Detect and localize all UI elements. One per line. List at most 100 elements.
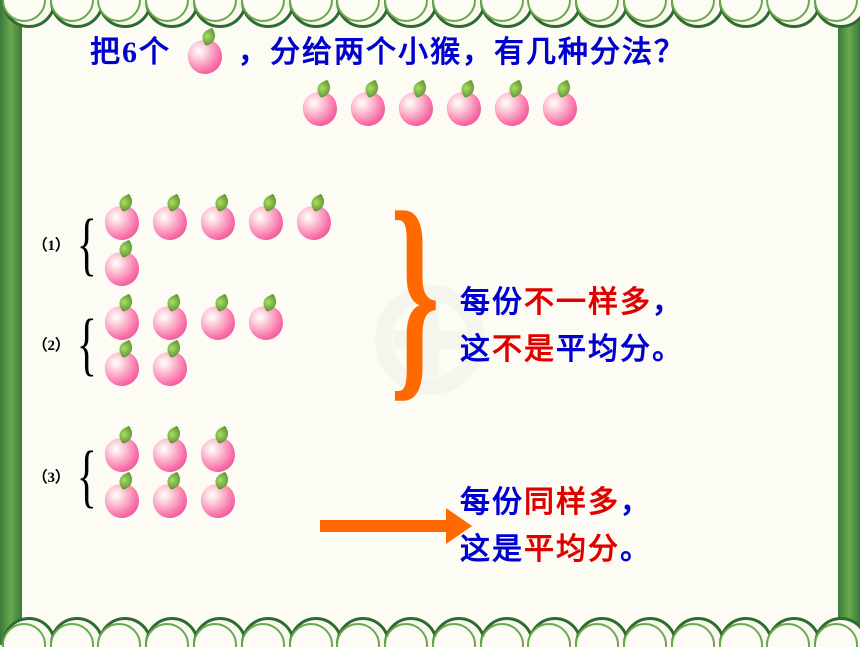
peach-line bbox=[98, 344, 290, 390]
arch-icon bbox=[621, 617, 669, 647]
note-unequal: 每份不一样多， 这不是平均分。 bbox=[460, 280, 684, 373]
peach-icon bbox=[245, 200, 287, 242]
note-equal: 每份同样多， 这是平均分。 bbox=[460, 480, 652, 573]
text: 这是 bbox=[460, 533, 524, 566]
question-post: ，分给两个小猴，有几种分法？ bbox=[238, 36, 686, 69]
peach-group bbox=[98, 198, 338, 290]
peach-icon bbox=[101, 478, 143, 520]
cases-block: （1） { （2） { （3） { bbox=[20, 190, 338, 530]
arch-icon bbox=[765, 0, 813, 28]
arch-icon bbox=[717, 0, 765, 28]
arch-icon bbox=[143, 0, 191, 28]
case-label: （1） bbox=[30, 234, 70, 255]
arch-icon bbox=[382, 0, 430, 28]
arch-icon bbox=[621, 0, 669, 28]
text: ， bbox=[652, 286, 684, 319]
peach-line bbox=[98, 430, 242, 476]
arch-icon bbox=[48, 617, 96, 647]
peach-icon bbox=[101, 346, 143, 388]
peach-icon bbox=[197, 478, 239, 520]
text: 不是 bbox=[492, 333, 556, 366]
case-label: （2） bbox=[30, 334, 70, 355]
question-text: 把6个 ，分给两个小猴，有几种分法？ bbox=[90, 30, 820, 78]
arch-icon bbox=[191, 0, 239, 28]
arrow-icon bbox=[320, 520, 450, 532]
arch-icon bbox=[526, 0, 574, 28]
arch-icon bbox=[287, 0, 335, 28]
text: 平均分 bbox=[524, 533, 620, 566]
peach-line bbox=[98, 298, 290, 344]
arch-icon bbox=[765, 617, 813, 647]
peach-group bbox=[98, 430, 242, 522]
arch-icon bbox=[287, 617, 335, 647]
peach-icon bbox=[197, 432, 239, 474]
peach-icon bbox=[347, 86, 389, 128]
text: 不一样多 bbox=[524, 286, 652, 319]
peach-icon bbox=[101, 246, 143, 288]
arch-icon bbox=[573, 0, 621, 28]
arch-icon bbox=[143, 617, 191, 647]
top-peach-row bbox=[60, 84, 820, 130]
peach-line bbox=[98, 244, 338, 290]
top-scallop bbox=[0, 0, 860, 28]
peach-icon bbox=[149, 200, 191, 242]
bottom-scallop bbox=[0, 617, 860, 647]
peach-group bbox=[98, 298, 290, 390]
arch-icon bbox=[191, 617, 239, 647]
peach-line bbox=[98, 476, 242, 522]
peach-icon bbox=[491, 86, 533, 128]
case-label: （3） bbox=[30, 466, 70, 487]
arch-icon bbox=[239, 617, 287, 647]
arch-icon bbox=[669, 617, 717, 647]
arch-icon bbox=[526, 617, 574, 647]
arch-icon bbox=[334, 617, 382, 647]
arch-icon bbox=[430, 0, 478, 28]
arch-icon bbox=[382, 617, 430, 647]
arch-icon bbox=[812, 617, 860, 647]
arch-icon bbox=[96, 0, 144, 28]
arch-icon bbox=[717, 617, 765, 647]
arch-icon bbox=[0, 617, 48, 647]
peach-icon bbox=[184, 34, 226, 76]
text: ， bbox=[620, 486, 652, 519]
text: 每份 bbox=[460, 286, 524, 319]
arch-icon bbox=[0, 0, 48, 28]
arch-icon bbox=[96, 617, 144, 647]
right-border bbox=[838, 0, 860, 645]
arch-icon bbox=[334, 0, 382, 28]
peach-icon bbox=[149, 478, 191, 520]
question-pre: 把6个 bbox=[90, 36, 171, 69]
big-brace-icon: } bbox=[390, 195, 440, 391]
content: 把6个 ，分给两个小猴，有几种分法？ bbox=[40, 30, 820, 140]
brace-icon: { bbox=[77, 445, 97, 508]
peach-icon bbox=[101, 200, 143, 242]
text: 平均分。 bbox=[556, 333, 684, 366]
peach-icon bbox=[149, 432, 191, 474]
arch-icon bbox=[48, 0, 96, 28]
arch-icon bbox=[430, 617, 478, 647]
peach-icon bbox=[197, 200, 239, 242]
left-border bbox=[0, 0, 22, 645]
text: 。 bbox=[620, 533, 652, 566]
peach-icon bbox=[245, 300, 287, 342]
arch-icon bbox=[812, 0, 860, 28]
peach-line bbox=[98, 198, 338, 244]
arch-icon bbox=[478, 0, 526, 28]
arch-icon bbox=[478, 617, 526, 647]
brace-icon: { bbox=[77, 313, 97, 376]
text: 这 bbox=[460, 333, 492, 366]
arch-icon bbox=[669, 0, 717, 28]
arch-icon bbox=[573, 617, 621, 647]
brace-icon: { bbox=[77, 213, 97, 276]
case: （2） { bbox=[30, 298, 338, 390]
peach-icon bbox=[293, 200, 335, 242]
peach-icon bbox=[149, 300, 191, 342]
peach-icon bbox=[149, 346, 191, 388]
peach-icon bbox=[395, 86, 437, 128]
case: （1） { bbox=[30, 198, 338, 290]
peach-icon bbox=[539, 86, 581, 128]
peach-icon bbox=[101, 432, 143, 474]
peach-icon bbox=[197, 300, 239, 342]
case: （3） { bbox=[30, 430, 338, 522]
peach-icon bbox=[443, 86, 485, 128]
